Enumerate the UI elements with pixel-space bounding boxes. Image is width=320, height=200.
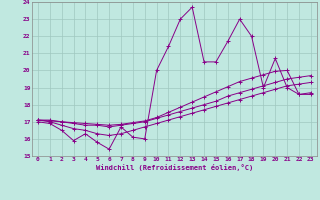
X-axis label: Windchill (Refroidissement éolien,°C): Windchill (Refroidissement éolien,°C) [96,164,253,171]
